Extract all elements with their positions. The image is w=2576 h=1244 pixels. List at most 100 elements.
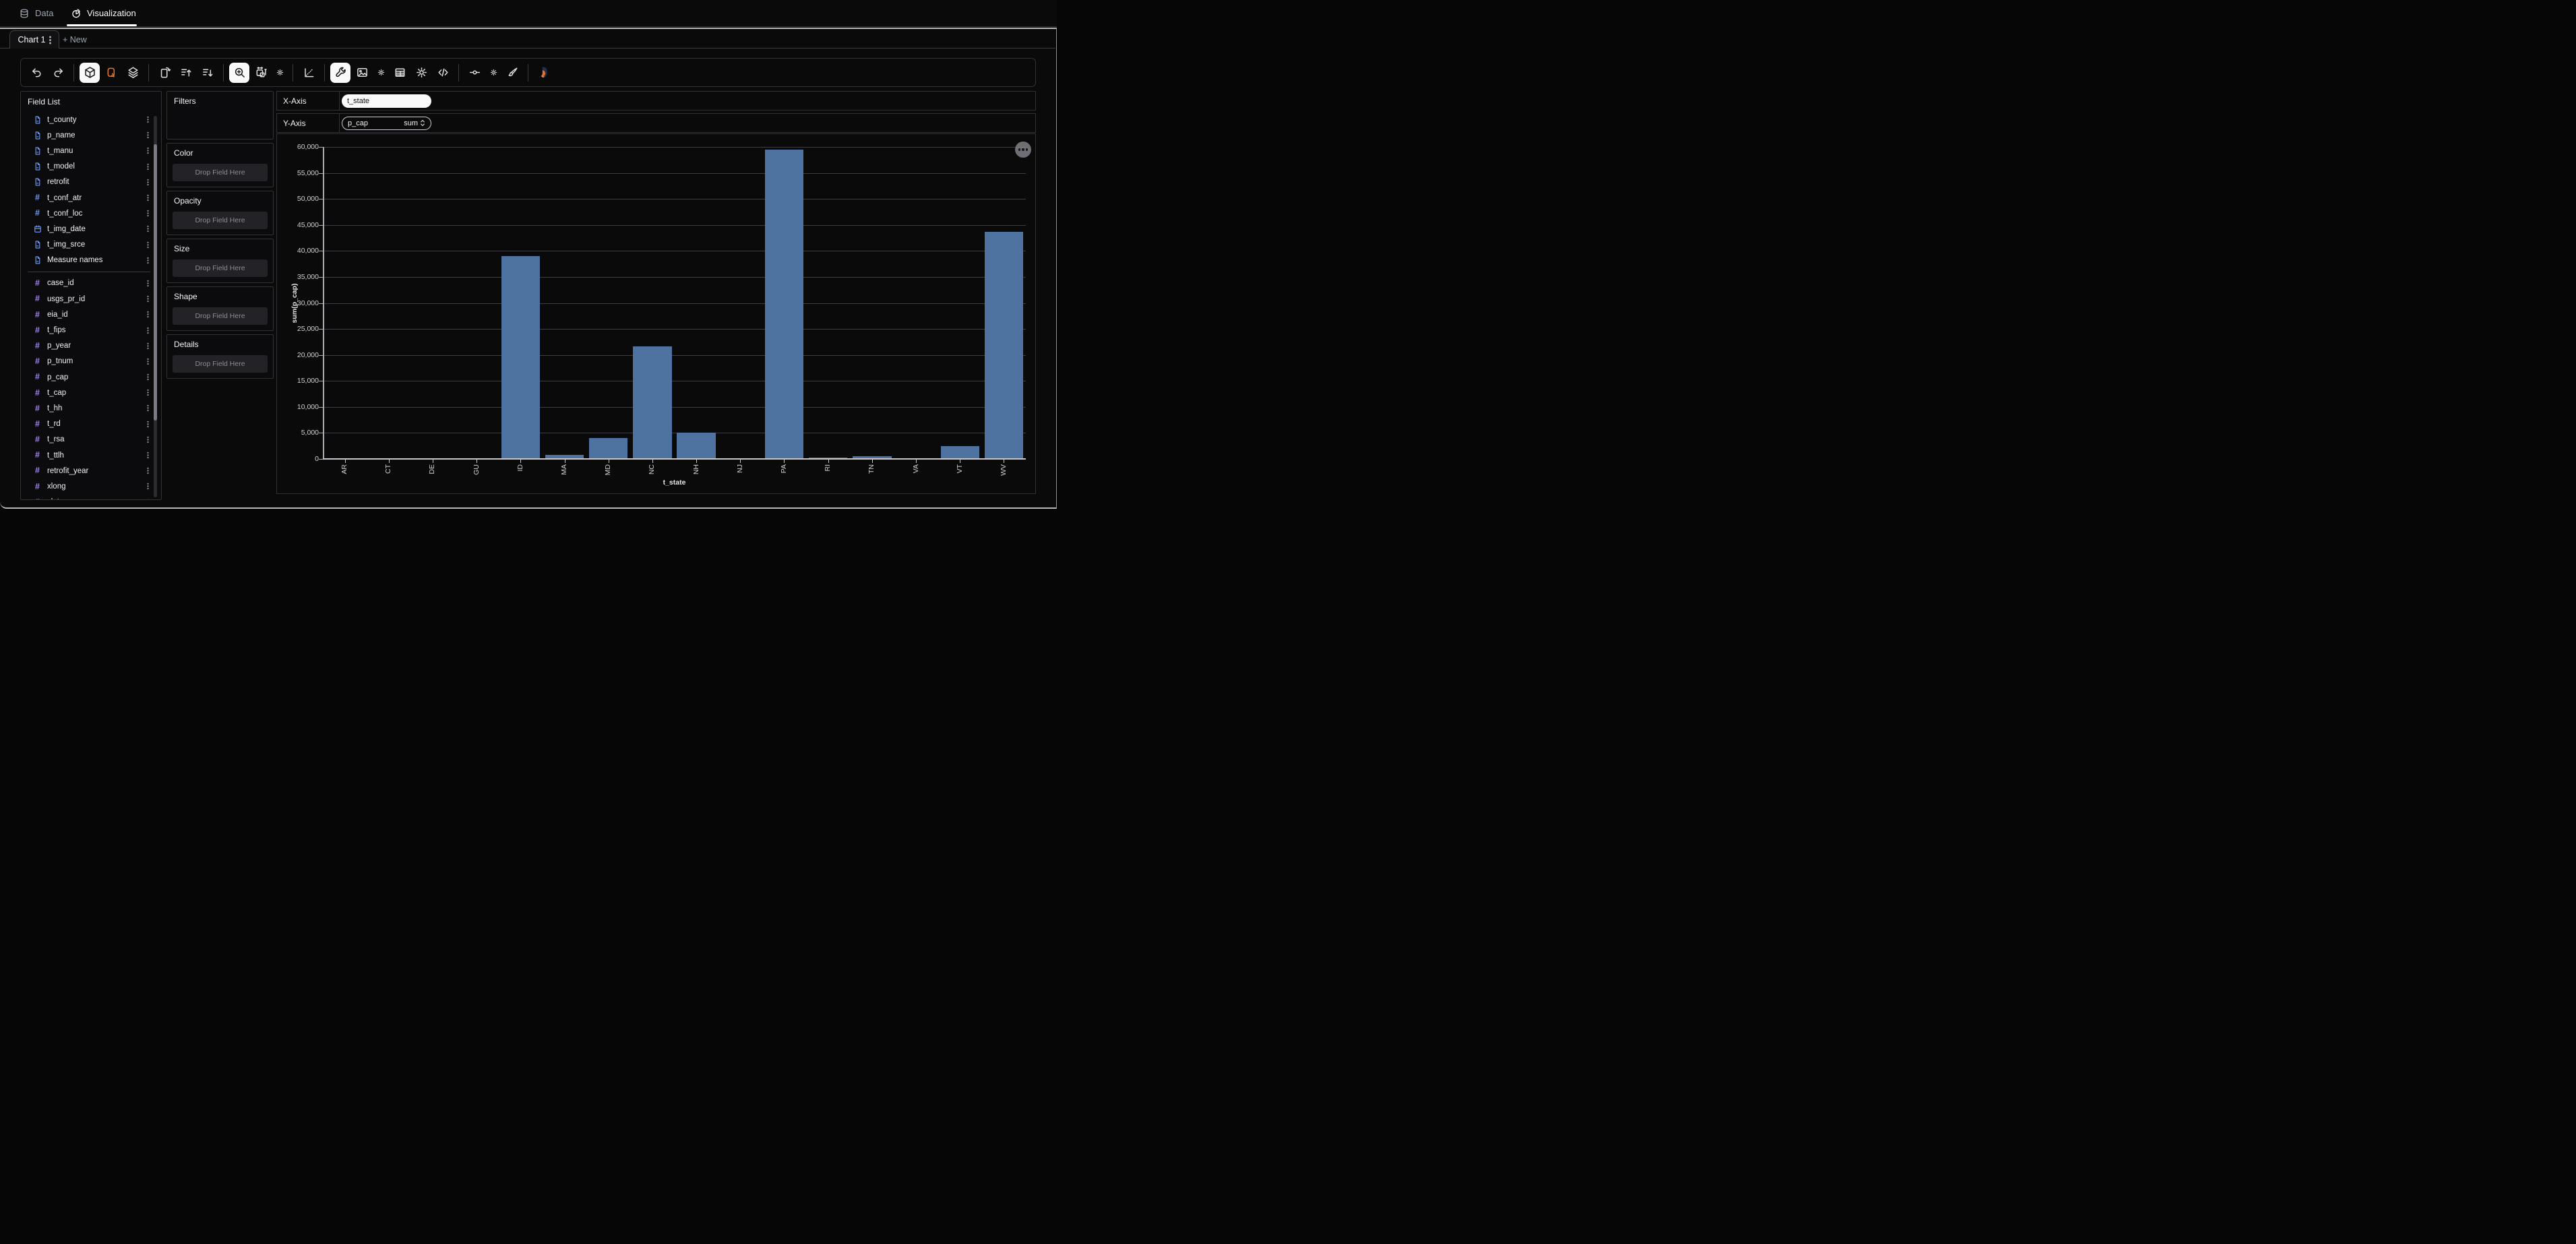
field-item-menu-icon[interactable] xyxy=(147,150,149,152)
field-item-usgs-pr-id[interactable]: # usgs_pr_id xyxy=(21,291,153,307)
field-item-retrofit[interactable]: retrofit xyxy=(21,175,153,190)
resize-config-button[interactable] xyxy=(272,63,287,83)
transpose-button[interactable] xyxy=(154,63,175,83)
redo-button[interactable] xyxy=(48,63,68,83)
settings-button[interactable] xyxy=(411,63,431,83)
field-item-t-conf-atr[interactable]: # t_conf_atr xyxy=(21,190,153,206)
field-item-t-county[interactable]: t_county xyxy=(21,112,153,127)
field-item-menu-icon[interactable] xyxy=(147,454,149,456)
field-item-menu-icon[interactable] xyxy=(147,329,149,332)
field-item-t-cap[interactable]: # t_cap xyxy=(21,385,153,400)
tab-visualization[interactable]: Visualization xyxy=(71,0,136,26)
field-item-menu-icon[interactable] xyxy=(147,313,149,316)
field-item-case-id[interactable]: # case_id xyxy=(21,276,153,291)
mark-cube-button[interactable] xyxy=(80,62,100,83)
bar-WV[interactable] xyxy=(984,231,1024,459)
export-image-button[interactable] xyxy=(352,63,372,83)
field-item-menu-icon[interactable] xyxy=(147,134,149,136)
field-item-menu-icon[interactable] xyxy=(147,439,149,441)
y-axis-field-name: p_cap xyxy=(348,119,368,127)
undo-button[interactable] xyxy=(26,63,47,83)
layers-button[interactable] xyxy=(123,63,143,83)
size-dropzone[interactable]: Drop Field Here xyxy=(173,259,268,277)
x-axis-field-pill[interactable]: t_state xyxy=(342,94,431,108)
bar-NC[interactable] xyxy=(633,346,672,459)
y-axis-field-pill[interactable]: p_cap sum xyxy=(342,116,431,130)
field-item-menu-icon[interactable] xyxy=(147,119,149,121)
y-axis-shelf: Y-Axis p_cap sum xyxy=(276,113,1036,133)
bar-VT[interactable] xyxy=(940,445,979,459)
field-item-menu-icon[interactable] xyxy=(147,392,149,394)
sort-ascending-button[interactable] xyxy=(176,63,196,83)
aggregation-select[interactable]: sum xyxy=(404,119,425,127)
chart-tab-active[interactable]: Chart 1 xyxy=(9,30,59,49)
field-item-menu-icon[interactable] xyxy=(147,197,149,199)
field-item-menu-icon[interactable] xyxy=(147,423,149,425)
bar-MA[interactable] xyxy=(545,454,584,459)
limit-config-button[interactable] xyxy=(486,63,501,83)
limit-button[interactable] xyxy=(464,63,485,83)
field-item-menu-icon[interactable] xyxy=(147,259,149,261)
export-code-button[interactable] xyxy=(433,63,453,83)
field-item-p-tnum[interactable]: # p_tnum xyxy=(21,354,153,369)
bar-PA[interactable] xyxy=(764,149,804,459)
field-item-retrofit-year[interactable]: # retrofit_year xyxy=(21,463,153,478)
field-item-t-fips[interactable]: # t_fips xyxy=(21,322,153,338)
field-item-menu-icon[interactable] xyxy=(147,243,149,246)
field-item-menu-icon[interactable] xyxy=(147,345,149,347)
field-item-p-year[interactable]: # p_year xyxy=(21,338,153,354)
bar-NH[interactable] xyxy=(677,432,716,459)
field-item-t-rsa[interactable]: # t_rsa xyxy=(21,432,153,447)
field-list-scrollbar-thumb[interactable] xyxy=(154,144,157,421)
field-item-menu-icon[interactable] xyxy=(147,470,149,472)
y-axis-title: sum(p_cap) xyxy=(290,283,299,323)
filters-empty-area[interactable] xyxy=(167,108,273,139)
chart-tab-menu-icon[interactable] xyxy=(49,38,51,41)
field-item-t-rd[interactable]: # t_rd xyxy=(21,416,153,432)
zoom-in-button[interactable] xyxy=(229,62,249,83)
field-item-t-conf-loc[interactable]: # t_conf_loc xyxy=(21,206,153,221)
field-item-ylat[interactable]: # ylat xyxy=(21,495,153,499)
opacity-dropzone[interactable]: Drop Field Here xyxy=(173,212,268,229)
field-item-t-manu[interactable]: t_manu xyxy=(21,143,153,158)
field-item-menu-icon[interactable] xyxy=(147,165,149,168)
field-item-menu-icon[interactable] xyxy=(147,361,149,363)
resize-button[interactable] xyxy=(251,63,271,83)
shape-dropzone[interactable]: Drop Field Here xyxy=(173,307,268,325)
field-item-menu-icon[interactable] xyxy=(147,298,149,300)
bar-MD[interactable] xyxy=(589,438,628,459)
axes-scale-button[interactable] xyxy=(299,63,319,83)
kanaries-logo-button[interactable] xyxy=(534,63,554,83)
tab-data[interactable]: Data xyxy=(19,0,53,26)
chart-more-menu-button[interactable] xyxy=(1015,142,1031,158)
field-item-menu-icon[interactable] xyxy=(147,181,149,183)
painter-button[interactable] xyxy=(101,63,121,83)
details-dropzone[interactable]: Drop Field Here xyxy=(173,355,268,373)
export-image-config-button[interactable] xyxy=(373,63,388,83)
field-item-eia-id[interactable]: # eia_id xyxy=(21,307,153,322)
field-item-t-img-date[interactable]: t_img_date xyxy=(21,221,153,237)
field-list-scrollbar-track[interactable] xyxy=(154,116,157,497)
field-item-p-name[interactable]: p_name xyxy=(21,127,153,143)
field-item-menu-icon[interactable] xyxy=(147,228,149,230)
field-item-t-hh[interactable]: # t_hh xyxy=(21,400,153,416)
field-item-menu-icon[interactable] xyxy=(147,282,149,284)
sort-descending-button[interactable] xyxy=(197,63,218,83)
field-item-t-img-srce[interactable]: t_img_srce xyxy=(21,237,153,253)
field-item-xlong[interactable]: # xlong xyxy=(21,478,153,494)
field-item-t-model[interactable]: t_model xyxy=(21,159,153,175)
tools-wrench-button[interactable] xyxy=(330,62,350,83)
field-item-menu-icon[interactable] xyxy=(147,407,149,410)
color-dropzone[interactable]: Drop Field Here xyxy=(173,164,268,181)
field-item-menu-icon[interactable] xyxy=(147,376,149,378)
table-view-button[interactable] xyxy=(390,63,410,83)
bar-ID[interactable] xyxy=(501,256,541,459)
field-item-p-cap[interactable]: # p_cap xyxy=(21,369,153,385)
field-item-measure-names[interactable]: Measure names xyxy=(21,253,153,268)
bar-TN[interactable] xyxy=(853,456,892,459)
field-item-menu-icon[interactable] xyxy=(147,485,149,488)
new-chart-button[interactable]: + New xyxy=(63,30,87,49)
field-item-t-ttlh[interactable]: # t_ttlh xyxy=(21,447,153,463)
field-item-menu-icon[interactable] xyxy=(147,212,149,214)
brush-button[interactable] xyxy=(502,63,522,83)
